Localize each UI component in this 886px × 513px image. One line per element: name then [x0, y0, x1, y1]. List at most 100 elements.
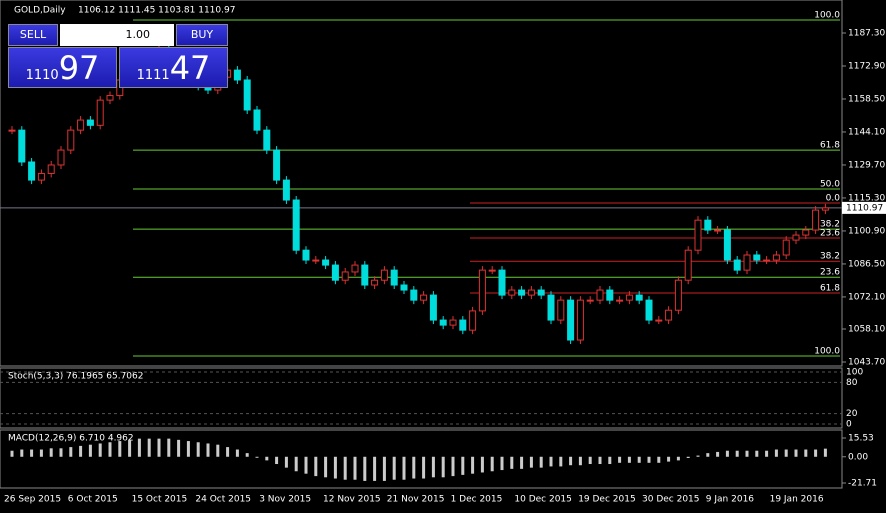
macd-bar: [382, 456, 386, 481]
candle-body: [459, 319, 467, 331]
macd-bar: [343, 456, 347, 480]
candle-body: [606, 289, 614, 301]
candle-body: [684, 249, 692, 281]
candle-body: [57, 149, 65, 166]
candle-body: [772, 254, 780, 261]
candle-body: [812, 209, 820, 231]
ask-price[interactable]: 111147: [119, 47, 228, 88]
candle-body: [723, 229, 731, 261]
bid-big: 1110: [25, 68, 59, 83]
date-label: 19 Dec 2015: [578, 495, 636, 505]
macd-bar: [549, 456, 553, 467]
candle-body: [763, 259, 771, 262]
ask-big: 1111: [136, 68, 170, 83]
candle-body: [665, 309, 673, 321]
sell-button[interactable]: SELL: [8, 24, 58, 46]
macd-bar: [402, 456, 406, 480]
candle-body: [782, 239, 790, 256]
macd-bar: [490, 456, 494, 472]
candle-body: [478, 269, 486, 312]
macd-bar: [147, 438, 151, 457]
macd-bar: [88, 444, 92, 457]
date-label: 21 Nov 2015: [387, 495, 445, 505]
current-price-label: 1110.97: [846, 203, 883, 213]
macd-bar: [363, 456, 367, 481]
candle-body: [753, 254, 761, 261]
candle-body: [390, 269, 398, 286]
candle-body: [371, 279, 379, 286]
buy-button[interactable]: BUY: [176, 24, 228, 46]
fib-red-label: 0.0: [826, 193, 841, 203]
price-tick-label: 1058.10: [848, 325, 885, 335]
candle-body: [282, 179, 290, 201]
date-label: 3 Nov 2015: [259, 495, 311, 505]
macd-bar: [294, 456, 298, 472]
candle-body: [508, 289, 516, 296]
candle-body: [243, 79, 251, 111]
macd-bar: [196, 442, 200, 457]
ask-small: 47: [169, 49, 211, 87]
macd-bar: [373, 456, 377, 481]
candle-body: [704, 219, 712, 231]
price-tick-label: 1187.30: [848, 29, 885, 39]
macd-bar: [275, 456, 279, 465]
macd-bar: [392, 456, 396, 480]
candle-body: [233, 69, 241, 81]
candle-body: [351, 264, 359, 273]
macd-bar: [186, 441, 190, 457]
candle-body: [312, 259, 320, 262]
candle-body: [674, 279, 682, 311]
macd-bar: [471, 456, 475, 474]
macd-bar: [431, 456, 435, 478]
macd-bar: [137, 438, 141, 457]
price-tick-label: 1172.90: [848, 61, 885, 71]
candle-body: [253, 109, 261, 131]
macd-bar: [647, 456, 651, 463]
candle-body: [537, 289, 545, 296]
macd-tick-label: 15.53: [848, 434, 874, 444]
candle-body: [37, 172, 45, 181]
bid-price[interactable]: 111097: [8, 47, 117, 88]
macd-bar: [637, 456, 641, 463]
candle-body: [596, 289, 604, 301]
candle-body: [567, 299, 575, 341]
macd-bar: [118, 441, 122, 457]
macd-bar: [716, 451, 720, 457]
macd-bar: [451, 456, 455, 477]
price-tick-label: 1129.70: [848, 160, 885, 170]
macd-bar: [206, 443, 210, 457]
candle-body: [18, 129, 26, 163]
macd-bar: [324, 456, 328, 478]
date-label: 1 Dec 2015: [451, 495, 503, 505]
macd-bar: [461, 456, 465, 475]
date-label: 15 Oct 2015: [132, 495, 188, 505]
candle-body: [28, 161, 36, 181]
price-tick-label: 1158.50: [848, 94, 885, 104]
macd-bar: [578, 456, 582, 466]
macd-bar: [598, 456, 602, 465]
fib-green-label: 100.0: [814, 10, 840, 20]
macd-bar: [353, 456, 357, 480]
current-price-box: [842, 201, 886, 214]
bid-small: 97: [58, 49, 100, 87]
stoch-frame: [0, 367, 843, 429]
macd-bar: [745, 450, 749, 457]
macd-bar: [284, 456, 288, 468]
macd-bar: [823, 448, 827, 457]
macd-bar: [255, 456, 259, 458]
macd-bar: [794, 449, 798, 457]
candle-body: [714, 229, 722, 232]
candle-body: [341, 271, 349, 281]
fib-green-label: 23.6: [820, 268, 840, 278]
price-tick-label: 1072.10: [848, 292, 885, 302]
macd-bar: [441, 456, 445, 478]
candle-body: [821, 207, 829, 211]
macd-frame: [0, 429, 843, 489]
lot-input[interactable]: 1.00: [60, 24, 174, 46]
candle-body: [400, 284, 408, 291]
macd-bar: [333, 456, 337, 479]
candle-body: [77, 119, 85, 131]
candle-body: [635, 294, 643, 301]
macd-tick-label: 0.00: [848, 452, 868, 462]
